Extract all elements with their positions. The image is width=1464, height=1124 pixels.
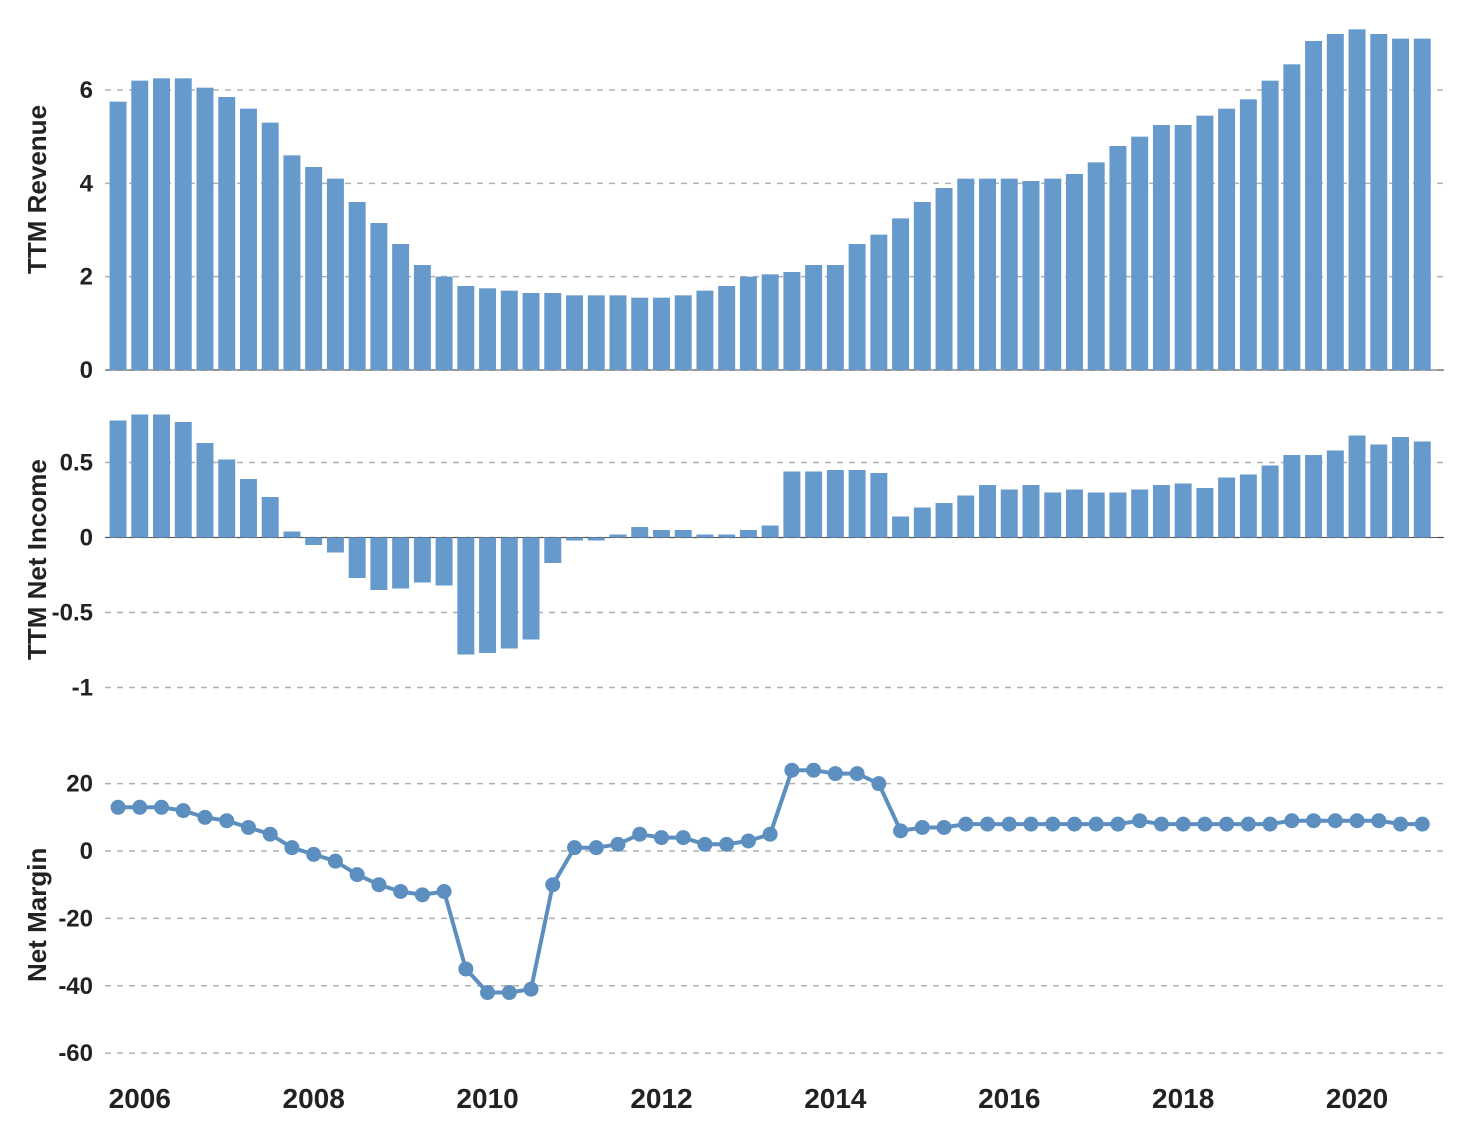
svg-text:2020: 2020: [1326, 1083, 1388, 1114]
svg-text:2006: 2006: [109, 1083, 171, 1114]
chart-stage: 0 2 4 6 -1 -0.5 0 0.5 -60 -40 -20 0 20 2006 2008 2010 20…: [0, 0, 1464, 1124]
svg-text:2010: 2010: [456, 1083, 518, 1114]
svg-text:2: 2: [80, 264, 93, 291]
revenue-ylabel: TTM Revenue: [22, 105, 53, 274]
svg-text:2008: 2008: [283, 1083, 345, 1114]
svg-text:4: 4: [80, 170, 94, 197]
svg-text:-60: -60: [58, 1040, 93, 1067]
svg-text:0: 0: [80, 525, 93, 552]
svg-text:20: 20: [66, 771, 93, 798]
svg-text:2016: 2016: [978, 1083, 1040, 1114]
svg-text:6: 6: [80, 77, 93, 104]
svg-text:0: 0: [80, 357, 93, 384]
svg-text:-0.5: -0.5: [52, 600, 93, 627]
netincome-ylabel: TTM Net Income: [22, 459, 53, 660]
svg-text:0.5: 0.5: [60, 450, 93, 477]
svg-text:2012: 2012: [630, 1083, 692, 1114]
svg-text:-20: -20: [58, 905, 93, 932]
svg-text:-40: -40: [58, 973, 93, 1000]
svg-text:-1: -1: [72, 675, 93, 702]
svg-text:2018: 2018: [1152, 1083, 1214, 1114]
svg-text:2014: 2014: [804, 1083, 867, 1114]
margin-ylabel: Net Margin: [22, 847, 53, 981]
svg-text:0: 0: [80, 838, 93, 865]
chart-svg: 0 2 4 6 -1 -0.5 0 0.5 -60 -40 -20 0 20 2006 2008 2010 20…: [0, 0, 1464, 1124]
